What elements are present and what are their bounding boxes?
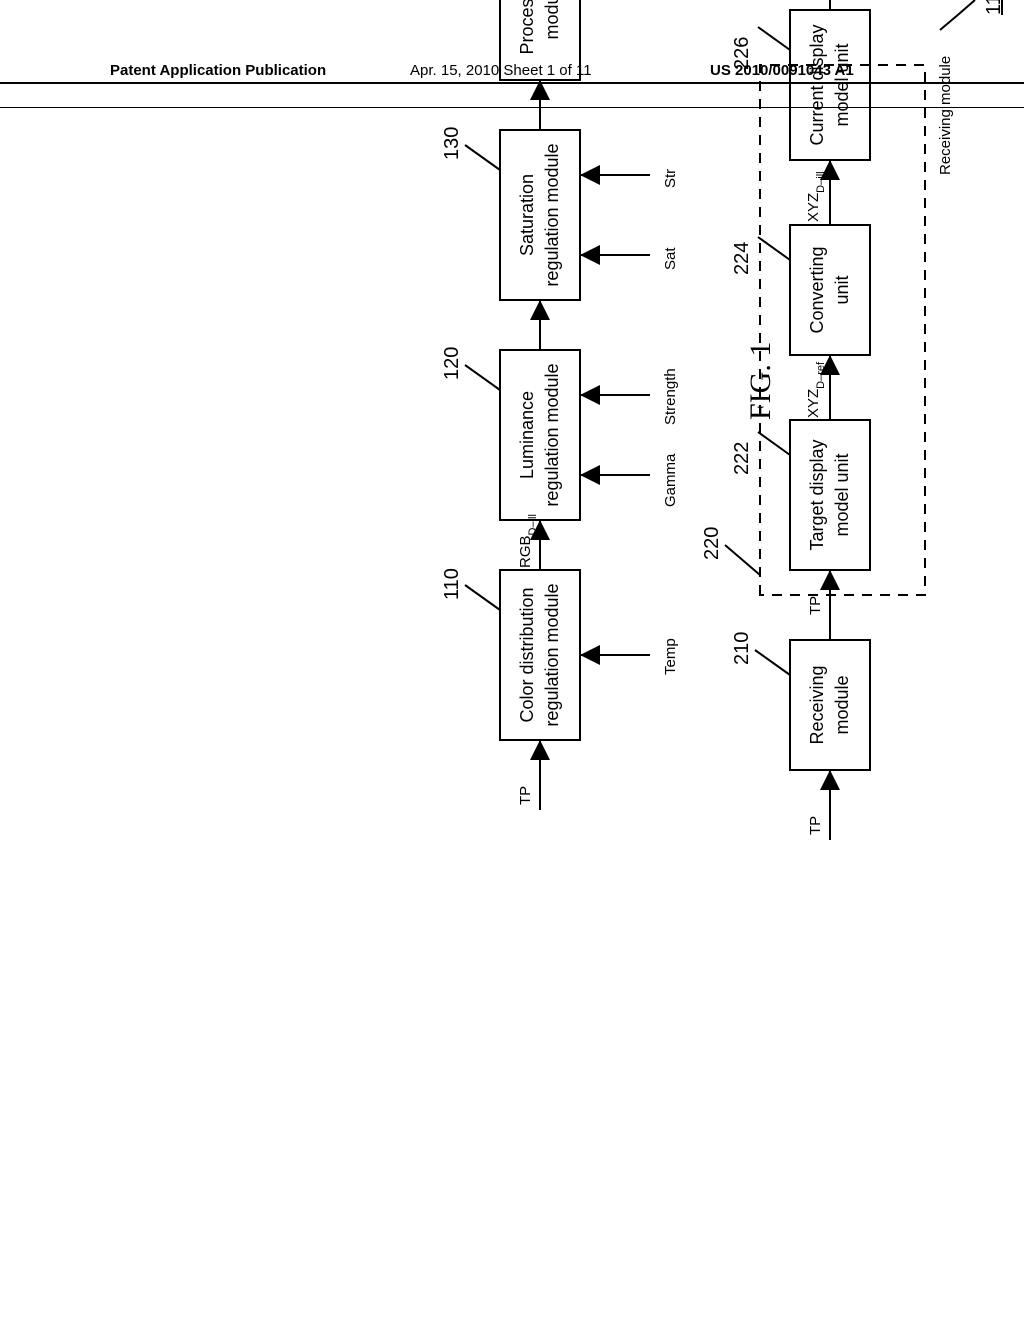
fig2-b226-l2: model unit <box>832 43 852 126</box>
fig2-b224-l1: Converting <box>807 246 827 333</box>
fig1-b110-ref: 110 <box>441 568 463 600</box>
fig2-tp-mid: TP <box>807 596 824 615</box>
fig2-b224-ref: 224 <box>731 242 753 275</box>
fig1-rgb-main: RGBD–ill <box>517 514 539 568</box>
page-canvas: Patent Application Publication Apr. 15, … <box>0 0 1024 1320</box>
fig1-b120-l2: regulation module <box>542 363 562 506</box>
fig2-xyz-ill: XYZD–ill <box>805 171 827 222</box>
fig2-b222-ref: 222 <box>731 442 753 475</box>
fig2-b222-l2: model unit <box>832 453 852 536</box>
fig2-b226-l1: Current display <box>807 24 827 145</box>
fig1-b140-l2: module <box>542 0 562 40</box>
fig1-b130-l1: Saturation <box>517 174 537 256</box>
fig2-b210-l1: Receiving <box>807 665 827 744</box>
fig1-gamma: Gamma <box>662 453 679 507</box>
fig1-group: TP Color distribution regulation module … <box>441 0 777 810</box>
fig2-receiving-module: Receiving module <box>937 56 954 175</box>
fig1-b120-ref: 120 <box>441 347 463 380</box>
fig1-b130-ref: 130 <box>441 127 463 160</box>
fig1-b130-l2: regulation module <box>542 143 562 286</box>
fig2-xyz-ref: XYZD–ref <box>805 361 827 418</box>
fig1-strength: Strength <box>662 368 679 425</box>
fig1-b110-l2: regulation module <box>542 583 562 726</box>
fig1-temp: Temp <box>662 638 679 675</box>
fig2-b210-l2: module <box>832 675 852 734</box>
fig1-b120-l1: Luminance <box>517 391 537 479</box>
fig1-b110-l1: Color distribution <box>517 587 537 722</box>
fig1-str: Str <box>662 169 679 188</box>
fig2-b226-ref: 226 <box>731 37 753 70</box>
fig1-b140-l1: Processing <box>517 0 537 55</box>
fig2-b224-l2: unit <box>832 275 852 304</box>
fig2-b222-l1: Target display <box>807 439 827 550</box>
fig2-b210-ref: 210 <box>731 632 753 665</box>
fig1-tp-label: TP <box>517 786 534 805</box>
diagram-svg: TP Color distribution regulation module … <box>0 0 1024 1320</box>
fig2-dashed-ref: 220 <box>701 527 723 560</box>
fig2-tp-in: TP <box>807 816 824 835</box>
fig2-ref-110: 110 <box>983 0 1005 15</box>
fig1-sat: Sat <box>662 247 679 270</box>
